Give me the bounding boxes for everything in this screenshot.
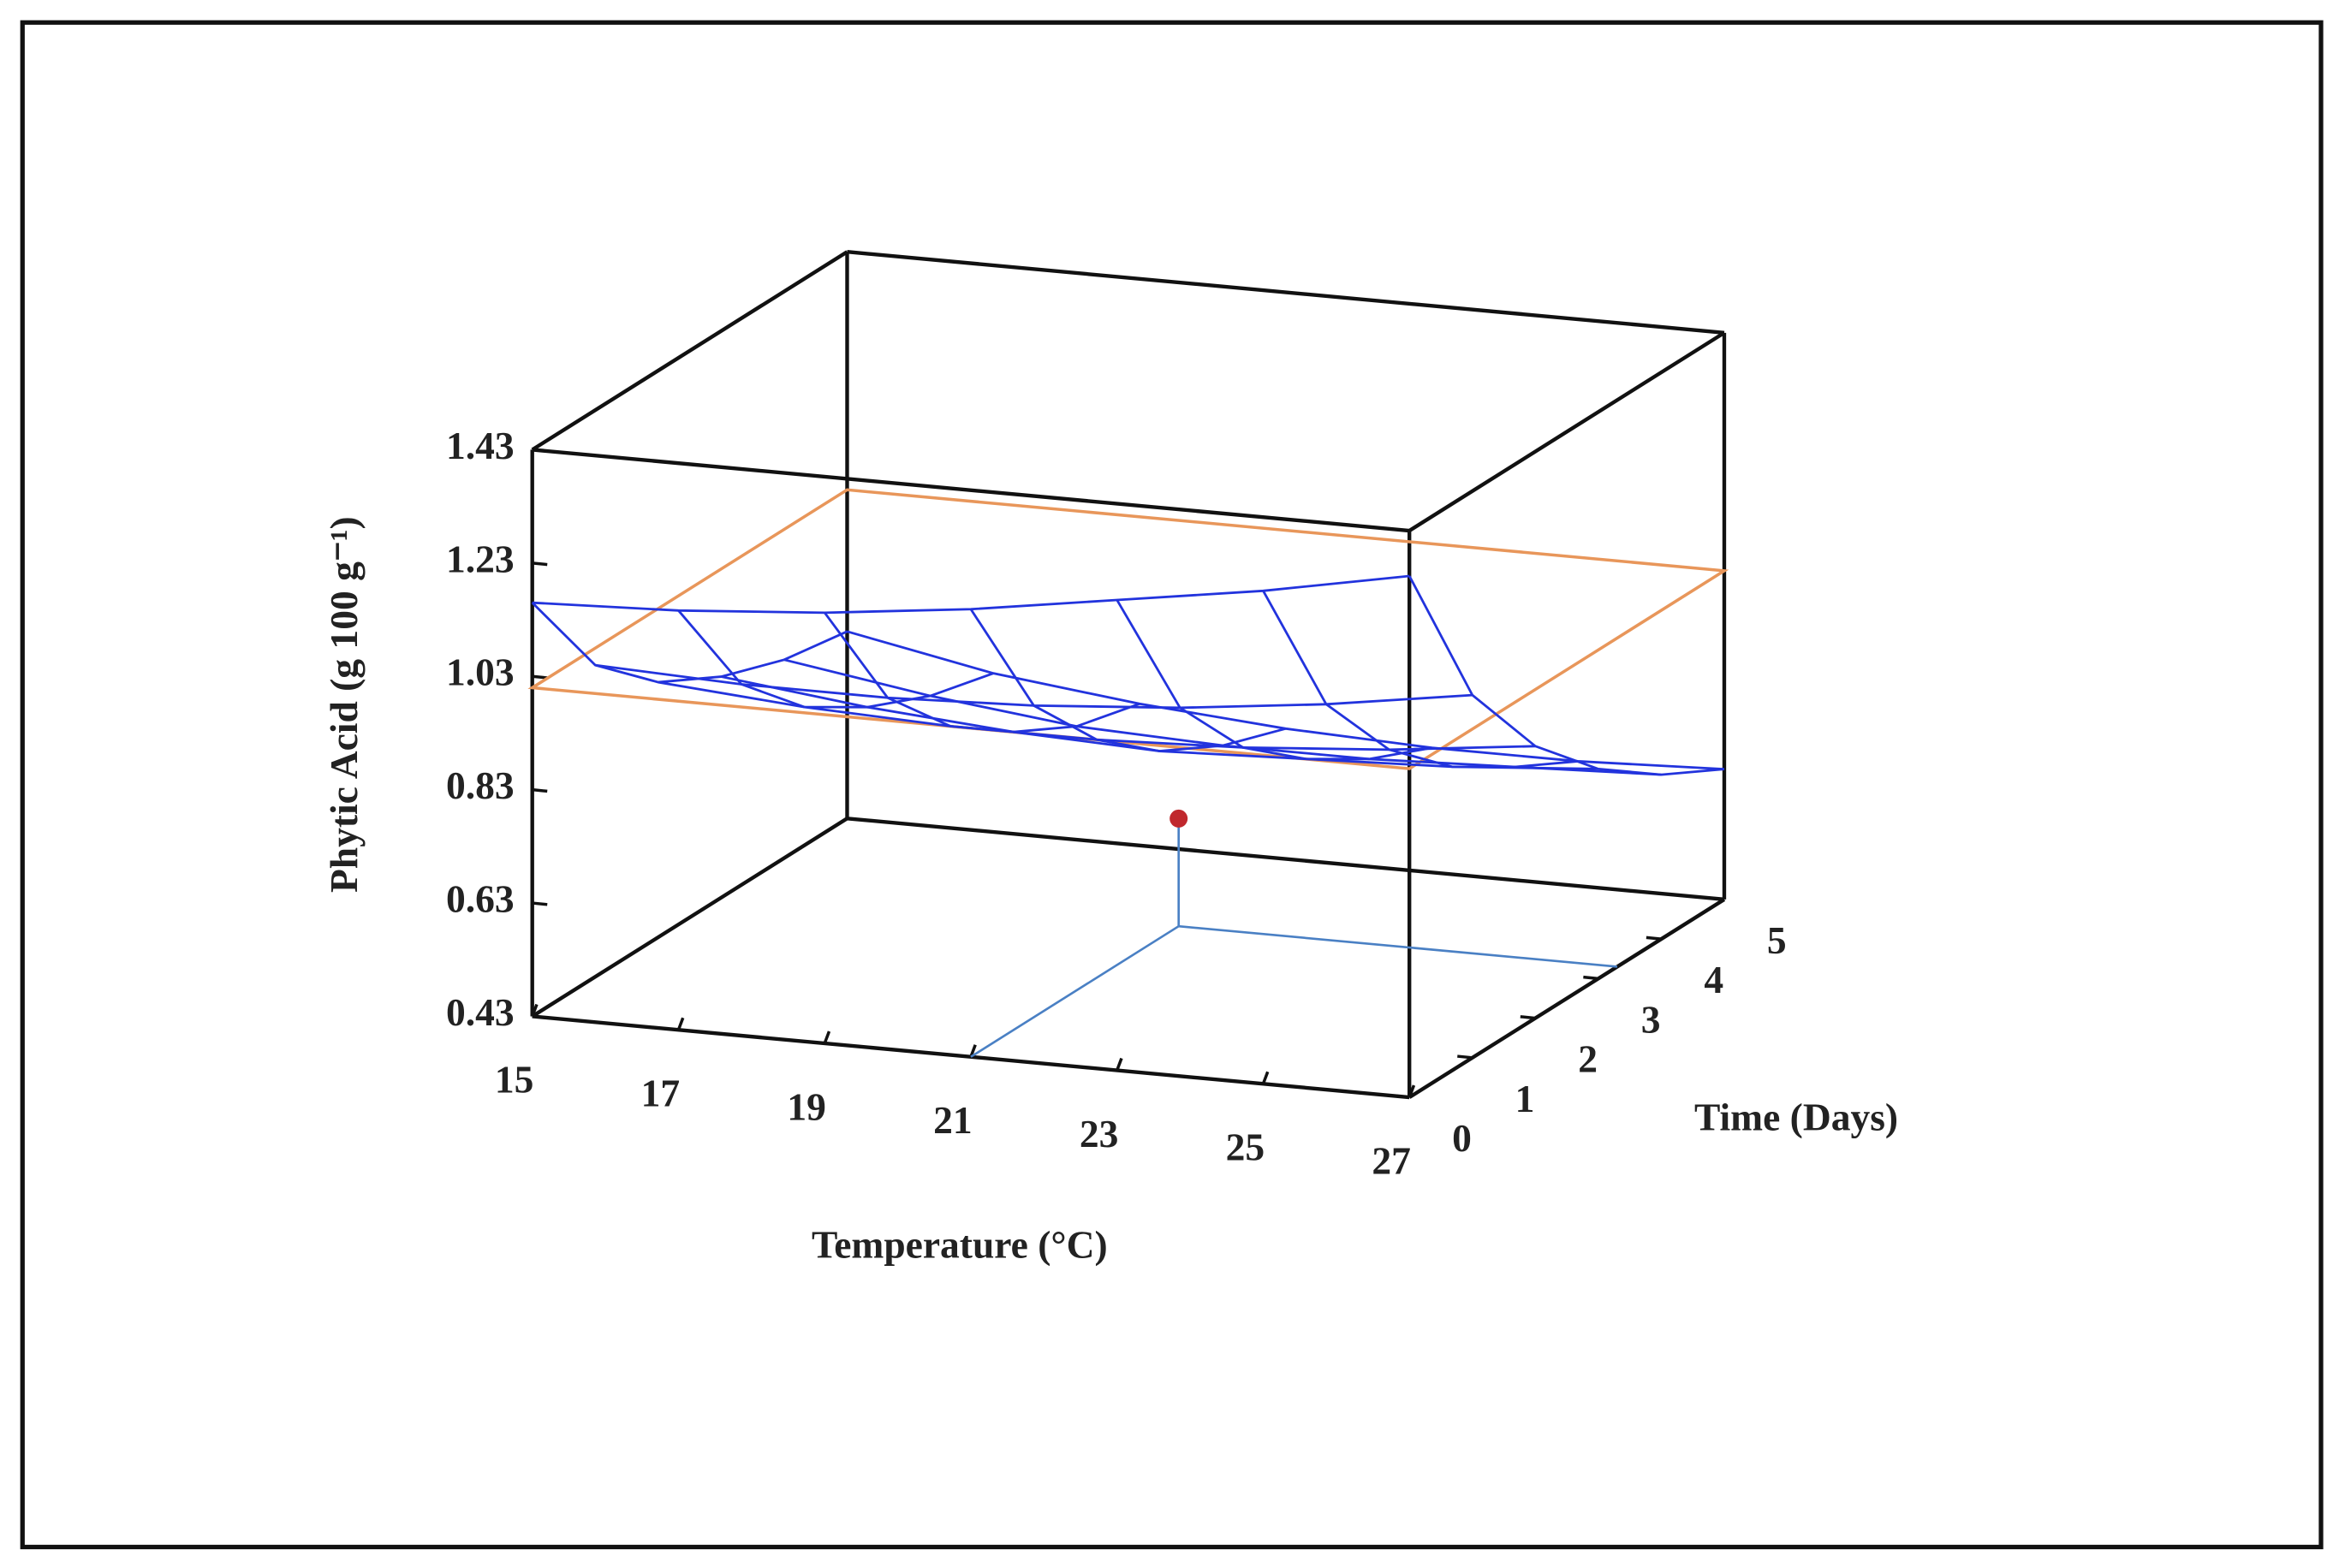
- x-tick: [531, 1003, 539, 1018]
- x-tick: [676, 1017, 685, 1030]
- x-tick: [1116, 1057, 1123, 1072]
- y-axis-label: Time (Days): [1694, 1096, 1898, 1139]
- surface-column: [531, 602, 848, 684]
- z-tick-label: 1.03: [446, 650, 515, 694]
- y-tick: [1520, 1015, 1536, 1020]
- y-tick-label: 3: [1641, 997, 1661, 1041]
- y-tick-label: 5: [1767, 918, 1787, 962]
- x-axis-label: Temperature (°C): [812, 1222, 1108, 1266]
- y-tick: [1709, 896, 1725, 901]
- box-edge: [531, 817, 848, 1019]
- box-edge: [531, 250, 848, 452]
- box-edge: [1408, 898, 1726, 1099]
- z-tick-label: 0.83: [446, 763, 515, 807]
- x-tick: [823, 1030, 831, 1044]
- x-tick-label: 17: [641, 1072, 681, 1115]
- x-tick: [969, 1044, 977, 1058]
- y-tick-label: 2: [1578, 1037, 1598, 1081]
- z-tick-label: 1.23: [446, 537, 515, 580]
- z-axis-label: Phytic Acid (g 100 g⁻¹): [322, 516, 366, 893]
- x-tick-label: 25: [1226, 1126, 1265, 1169]
- x-tick-label: 27: [1372, 1138, 1411, 1182]
- x-tick: [1408, 1084, 1416, 1098]
- surface-column: [824, 612, 1140, 734]
- z-tick: [532, 787, 548, 793]
- x-tick-label: 15: [495, 1058, 534, 1102]
- box-edge: [1408, 330, 1726, 532]
- drop-line: [1178, 924, 1618, 968]
- x-tick-label: 19: [787, 1084, 826, 1128]
- x-tick-label: 21: [933, 1098, 973, 1142]
- box-edge: [847, 817, 1725, 902]
- y-tick-label: 0: [1452, 1116, 1472, 1160]
- surface-row: [721, 675, 1598, 770]
- surface-column: [1408, 575, 1725, 776]
- z-tick: [532, 448, 548, 453]
- z-tick: [532, 674, 548, 680]
- optimum-point: [1170, 809, 1188, 828]
- drop-line: [970, 925, 1180, 1058]
- surface-column: [1116, 599, 1432, 761]
- surface-row: [532, 574, 1410, 615]
- z-tick: [532, 561, 548, 567]
- frame: [20, 20, 2324, 1550]
- surface-column: [1262, 590, 1579, 769]
- surface-column: [969, 608, 1287, 752]
- surface-row: [595, 663, 1473, 710]
- reference-plane: [527, 488, 1729, 770]
- z-tick-label: 1.43: [446, 424, 515, 467]
- z-tick-label: 0.63: [446, 877, 515, 921]
- y-tick-label: 1: [1515, 1077, 1535, 1120]
- y-tick: [1583, 975, 1599, 981]
- surface-column: [677, 609, 994, 709]
- y-tick: [1457, 1054, 1473, 1060]
- z-tick-label: 0.43: [446, 990, 515, 1034]
- x-tick: [1261, 1071, 1270, 1084]
- box-edge: [532, 448, 1410, 533]
- y-tick: [1394, 1094, 1410, 1099]
- x-tick-label: 23: [1080, 1112, 1119, 1155]
- y-tick-label: 4: [1704, 958, 1723, 1001]
- y-tick: [1646, 935, 1662, 941]
- box-edge: [847, 250, 1725, 335]
- z-tick: [532, 1014, 548, 1019]
- z-tick: [532, 901, 548, 906]
